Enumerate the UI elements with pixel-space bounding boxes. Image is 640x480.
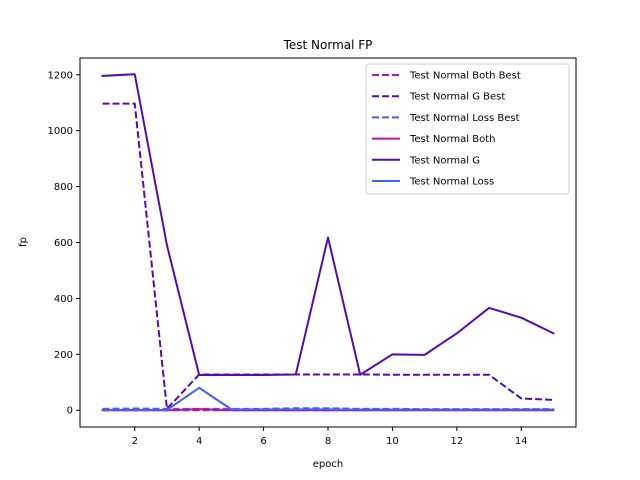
legend-label: Test Normal G Best [409,92,505,103]
x-tick-label: 14 [515,436,528,447]
x-tick-label: 6 [260,436,266,447]
x-tick-label: 4 [196,436,202,447]
legend-frame [365,63,570,195]
series-line-5 [101,73,555,376]
x-tick-label: 10 [386,436,399,447]
legend: Test Normal Both Best Test Normal G Best T… [365,63,570,195]
x-axis-label: epoch [313,459,343,470]
x-tick-label: 8 [325,436,331,447]
y-tick-label: 600 [54,238,73,249]
y-tick-label: 1200 [48,70,73,81]
y-axis: 0 200 400 600 800 1000 1200 [48,70,80,417]
series-line-6 [101,386,555,411]
y-tick-label: 800 [54,182,73,193]
legend-label: Test Normal Loss [409,177,494,188]
y-tick-label: 0 [67,406,73,417]
y-tick-label: 400 [54,294,73,305]
legend-label: Test Normal Both [409,134,495,145]
x-tick-label: 12 [450,436,463,447]
y-tick-label: 200 [54,350,73,361]
y-tick-label: 1000 [48,126,73,137]
legend-label: Test Normal Loss Best [409,113,520,124]
series-line-2 [102,102,554,410]
chart-title: Test Normal FP [283,38,373,52]
x-tick-label: 2 [132,436,138,447]
x-axis: 2 4 6 8 10 12 14 [132,427,528,447]
legend-label: Test Normal Both Best [409,71,521,82]
plot-area [101,73,555,412]
y-axis-label: fp [18,237,29,247]
legend-label: Test Normal G [409,155,480,166]
